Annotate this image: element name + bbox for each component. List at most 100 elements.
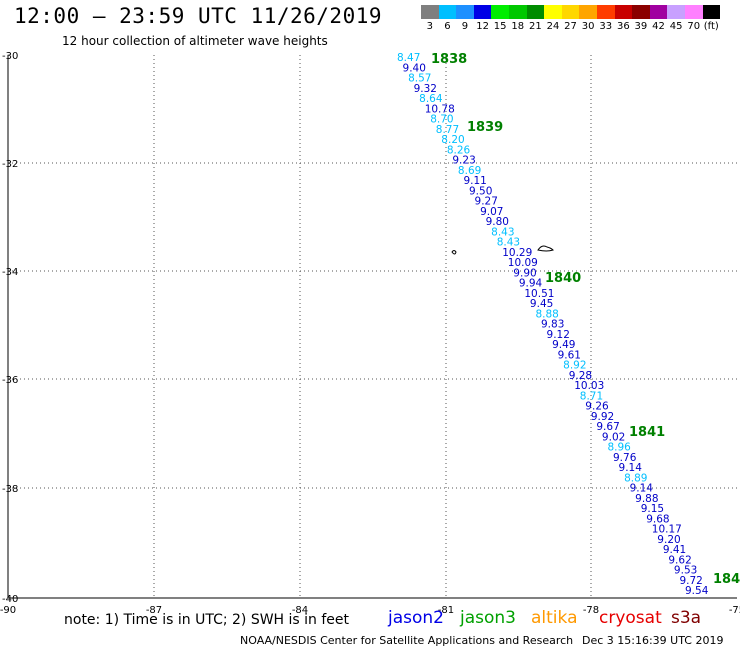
swh-sample-label: 9.11 xyxy=(463,175,486,187)
swh-sample-label: 8.57 xyxy=(408,73,431,85)
swh-sample-label: 9.80 xyxy=(486,216,509,228)
swh-sample-label: 8.43 xyxy=(497,237,520,249)
island-outline xyxy=(451,250,457,255)
swh-sample-label: 9.26 xyxy=(585,401,609,413)
swh-sample-label: 10.17 xyxy=(652,524,682,536)
color-scale-label: 39 xyxy=(634,21,648,32)
swh-sample-label: 9.68 xyxy=(646,513,669,525)
color-scale-label: 9 xyxy=(461,21,469,32)
swh-sample-label: 8.92 xyxy=(563,360,586,372)
color-scale-labels: 3 6 9 12 15 18 21 24 27 30 33 36 39 42 45 70 (ft) xyxy=(421,21,720,32)
color-swatch xyxy=(702,5,721,19)
color-swatch xyxy=(596,5,615,19)
swh-sample-label: 9.14 xyxy=(630,483,654,495)
swh-sample-label: 9.12 xyxy=(547,329,570,341)
color-swatch xyxy=(614,5,633,19)
swh-sample-label: 9.41 xyxy=(663,544,686,556)
color-swatch xyxy=(544,5,562,19)
track-time-label: 1839 xyxy=(467,120,503,135)
color-swatch xyxy=(561,5,580,19)
footer-note: note: 1) Time is in UTC; 2) SWH is in fe… xyxy=(64,612,350,628)
swh-sample-label: 9.53 xyxy=(674,565,697,577)
swh-sample-label: 9.62 xyxy=(668,554,691,566)
color-scale-label: 24 xyxy=(546,21,560,32)
legend-item-jason3: jason3 xyxy=(460,608,516,628)
swh-sample-label: 9.20 xyxy=(657,534,680,546)
color-swatch xyxy=(456,5,474,19)
legend-item-s3a: s3a xyxy=(671,608,702,628)
longitude-tick-label: -75 xyxy=(729,605,740,616)
color-scale-label: 15 xyxy=(493,21,507,32)
color-scale-bar xyxy=(421,5,721,19)
swh-sample-label: 9.67 xyxy=(596,421,619,433)
latitude-tick-label: -34 xyxy=(2,267,18,278)
color-scale-label: 42 xyxy=(652,21,665,32)
longitude-tick-label: -87 xyxy=(146,605,162,616)
color-swatch xyxy=(421,5,439,19)
latitude-tick-label: -32 xyxy=(2,159,18,170)
swh-sample-label: 9.32 xyxy=(414,83,437,95)
color-scale-label: 30 xyxy=(581,21,595,32)
swh-sample-label: 8.26 xyxy=(447,144,471,156)
island-outline xyxy=(537,245,554,252)
swh-sample-label: 9.40 xyxy=(403,62,426,74)
color-scale-label: 21 xyxy=(528,21,542,32)
color-swatch xyxy=(667,5,685,19)
generation-timestamp: Dec 3 15:16:39 UTC 2019 xyxy=(582,634,724,647)
color-swatch xyxy=(649,5,668,19)
swh-sample-label: 9.45 xyxy=(530,298,553,310)
latitude-tick-label: -36 xyxy=(2,375,18,386)
swh-sample-label: 9.28 xyxy=(569,370,592,382)
longitude-tick-label: -90 xyxy=(0,605,16,616)
swh-sample-label: 8.71 xyxy=(580,390,603,402)
track-time-label: 1838 xyxy=(431,52,467,67)
latitude-tick-label: -38 xyxy=(2,484,18,495)
swh-sample-label: 9.83 xyxy=(541,319,564,331)
track-time-label: 1840 xyxy=(545,271,581,286)
color-scale-label: 3 xyxy=(426,21,433,32)
longitude-tick-label: -84 xyxy=(292,605,308,616)
legend-item-altika: altika xyxy=(531,608,578,628)
color-scale-label: 36 xyxy=(616,21,630,32)
color-scale-label: 6 xyxy=(444,21,451,32)
color-swatch xyxy=(438,5,457,19)
swh-sample-label: 9.90 xyxy=(513,267,536,279)
swh-sample-label: 8.89 xyxy=(624,472,647,484)
color-swatch xyxy=(508,5,527,19)
color-scale-label: 70 xyxy=(687,21,701,32)
swh-sample-label: 8.64 xyxy=(419,93,443,105)
color-swatch xyxy=(579,5,597,19)
color-scale-label: (ft) xyxy=(703,21,719,32)
swh-sample-label: 10.09 xyxy=(508,257,538,269)
swh-sample-label: 8.69 xyxy=(458,165,481,177)
track-time-label: 184 xyxy=(713,572,740,587)
credit-text: NOAA/NESDIS Center for Satellite Applica… xyxy=(240,634,574,647)
longitude-tick-label: -81 xyxy=(438,605,454,616)
color-swatch xyxy=(684,5,703,19)
latitude-tick-label: -40 xyxy=(2,594,18,605)
swh-sample-label: 9.49 xyxy=(552,339,575,351)
swh-sample-label: 10.03 xyxy=(574,380,604,392)
swh-sample-label: 9.14 xyxy=(619,462,643,474)
swh-sample-label: 9.94 xyxy=(519,278,543,290)
color-scale-label: 12 xyxy=(476,21,489,32)
page-title: 12:00 – 23:59 UTC 11/26/2019 xyxy=(14,4,383,28)
track-time-label: 1841 xyxy=(629,425,665,440)
color-swatch xyxy=(473,5,492,19)
longitude-tick-label: -78 xyxy=(583,605,599,616)
swh-sample-label: 9.27 xyxy=(475,196,498,208)
page-subtitle: 12 hour collection of altimeter wave hei… xyxy=(62,34,328,48)
swh-sample-label: 9.88 xyxy=(635,493,658,505)
swh-sample-label: 9.02 xyxy=(602,431,625,443)
swh-sample-label: 9.54 xyxy=(685,585,709,597)
color-scale-label: 33 xyxy=(599,21,613,32)
swh-sample-label: 10.51 xyxy=(524,288,554,300)
latitude-tick-label: -30 xyxy=(2,51,18,62)
swh-sample-label: 9.15 xyxy=(641,503,664,515)
swh-sample-label: 10.29 xyxy=(502,247,532,259)
color-swatch xyxy=(526,5,545,19)
swh-sample-label: 10.78 xyxy=(425,103,455,115)
swh-sample-label: 8.96 xyxy=(607,442,631,454)
color-scale-label: 27 xyxy=(564,21,577,32)
